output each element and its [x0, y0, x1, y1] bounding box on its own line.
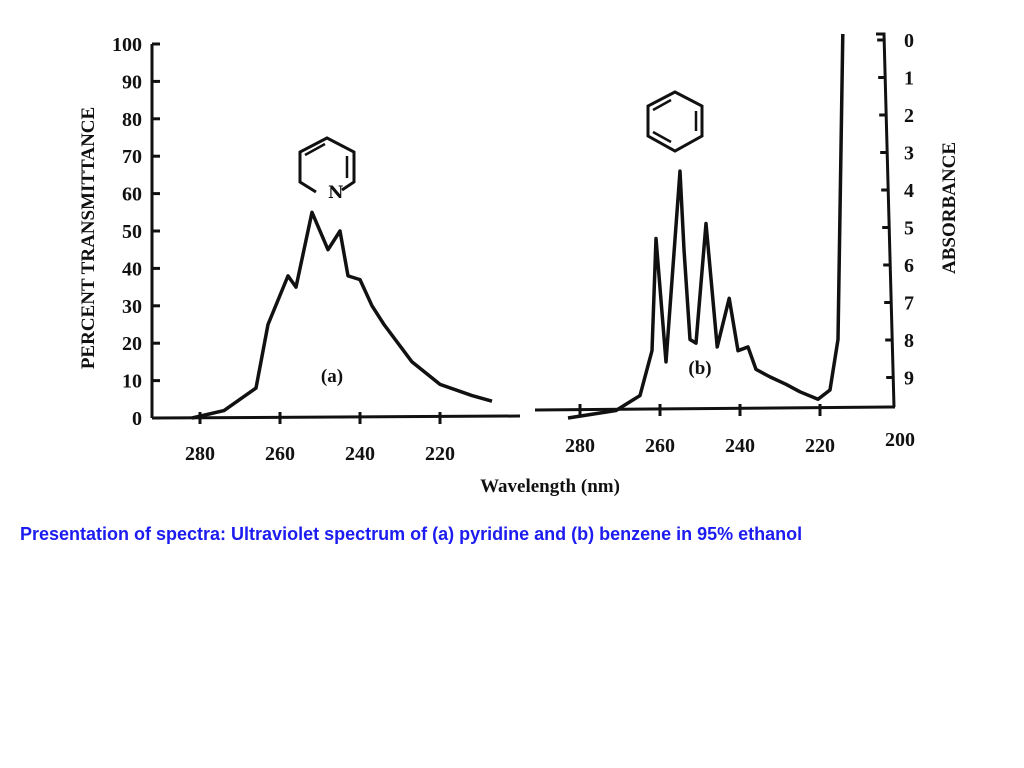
y-tick-label-right: 2	[904, 105, 914, 127]
y-tick-label: 30	[122, 296, 142, 318]
uv-spectra-chart: 0 10 20 30 40 50 60 70 80 90 100 280 260 240 220 0 1 2 3 4…	[78, 30, 960, 497]
x-tick-label: 220	[805, 435, 835, 457]
y-tick-label: 10	[122, 371, 142, 393]
y-tick-label: 70	[122, 146, 142, 168]
label-b: (b)	[688, 358, 711, 379]
x-tick-label: 260	[645, 435, 675, 457]
x-tick-label: 240	[725, 435, 755, 457]
y-tick-label: 20	[122, 333, 142, 355]
y-tick-label: 100	[112, 34, 142, 56]
y-axis-title-left: PERCENT TRANSMITTANCE	[78, 107, 99, 369]
y-tick-label-right: 1	[904, 68, 914, 90]
x-axis-right	[534, 405, 896, 412]
y-tick-label-right: 4	[904, 180, 914, 202]
x-tick-label: 260	[265, 443, 295, 465]
pyridine-structure-icon: N	[298, 136, 356, 203]
y-tick-label-right: 3	[904, 143, 914, 165]
y-tick-label: 80	[122, 109, 142, 131]
y-tick-label-right: 9	[904, 368, 914, 390]
benzene-spectrum-line	[567, 33, 845, 420]
y-tick-label-right: 6	[904, 255, 914, 277]
y-tick-label: 60	[122, 184, 142, 206]
y-axis-title-right: ABSORBANCE	[939, 142, 960, 274]
y-axis-right	[876, 32, 896, 408]
x-axis-title: Wavelength (nm)	[480, 476, 620, 497]
benzene-panel: 0 1 2 3 4 5 6 7 8 9 280 260 240 220 200	[534, 30, 915, 457]
x-tick-label: 220	[425, 443, 455, 465]
y-tick-label-right: 7	[904, 293, 914, 315]
y-tick-label: 50	[122, 221, 142, 243]
benzene-structure-icon	[646, 90, 704, 153]
x-axis-left	[151, 414, 521, 420]
y-tick-label: 90	[122, 71, 142, 93]
y-tick-label: 0	[132, 408, 142, 430]
label-a: (a)	[321, 366, 343, 387]
y-tick-label-right: 8	[904, 330, 914, 352]
x-tick-label: 200	[885, 429, 915, 451]
y-tick-label: 40	[122, 258, 142, 280]
nitrogen-label: N	[328, 183, 344, 203]
pyridine-panel: 0 10 20 30 40 50 60 70 80 90 100 280 260 240 220	[112, 34, 521, 465]
pyridine-spectrum-line	[191, 210, 493, 420]
y-tick-label-right: 0	[904, 30, 914, 52]
figure-caption: Presentation of spectra: Ultraviolet spe…	[20, 524, 803, 544]
x-tick-label: 280	[565, 435, 595, 457]
x-tick-label: 240	[345, 443, 375, 465]
y-tick-label-right: 5	[904, 218, 914, 240]
x-tick-label: 280	[185, 443, 215, 465]
